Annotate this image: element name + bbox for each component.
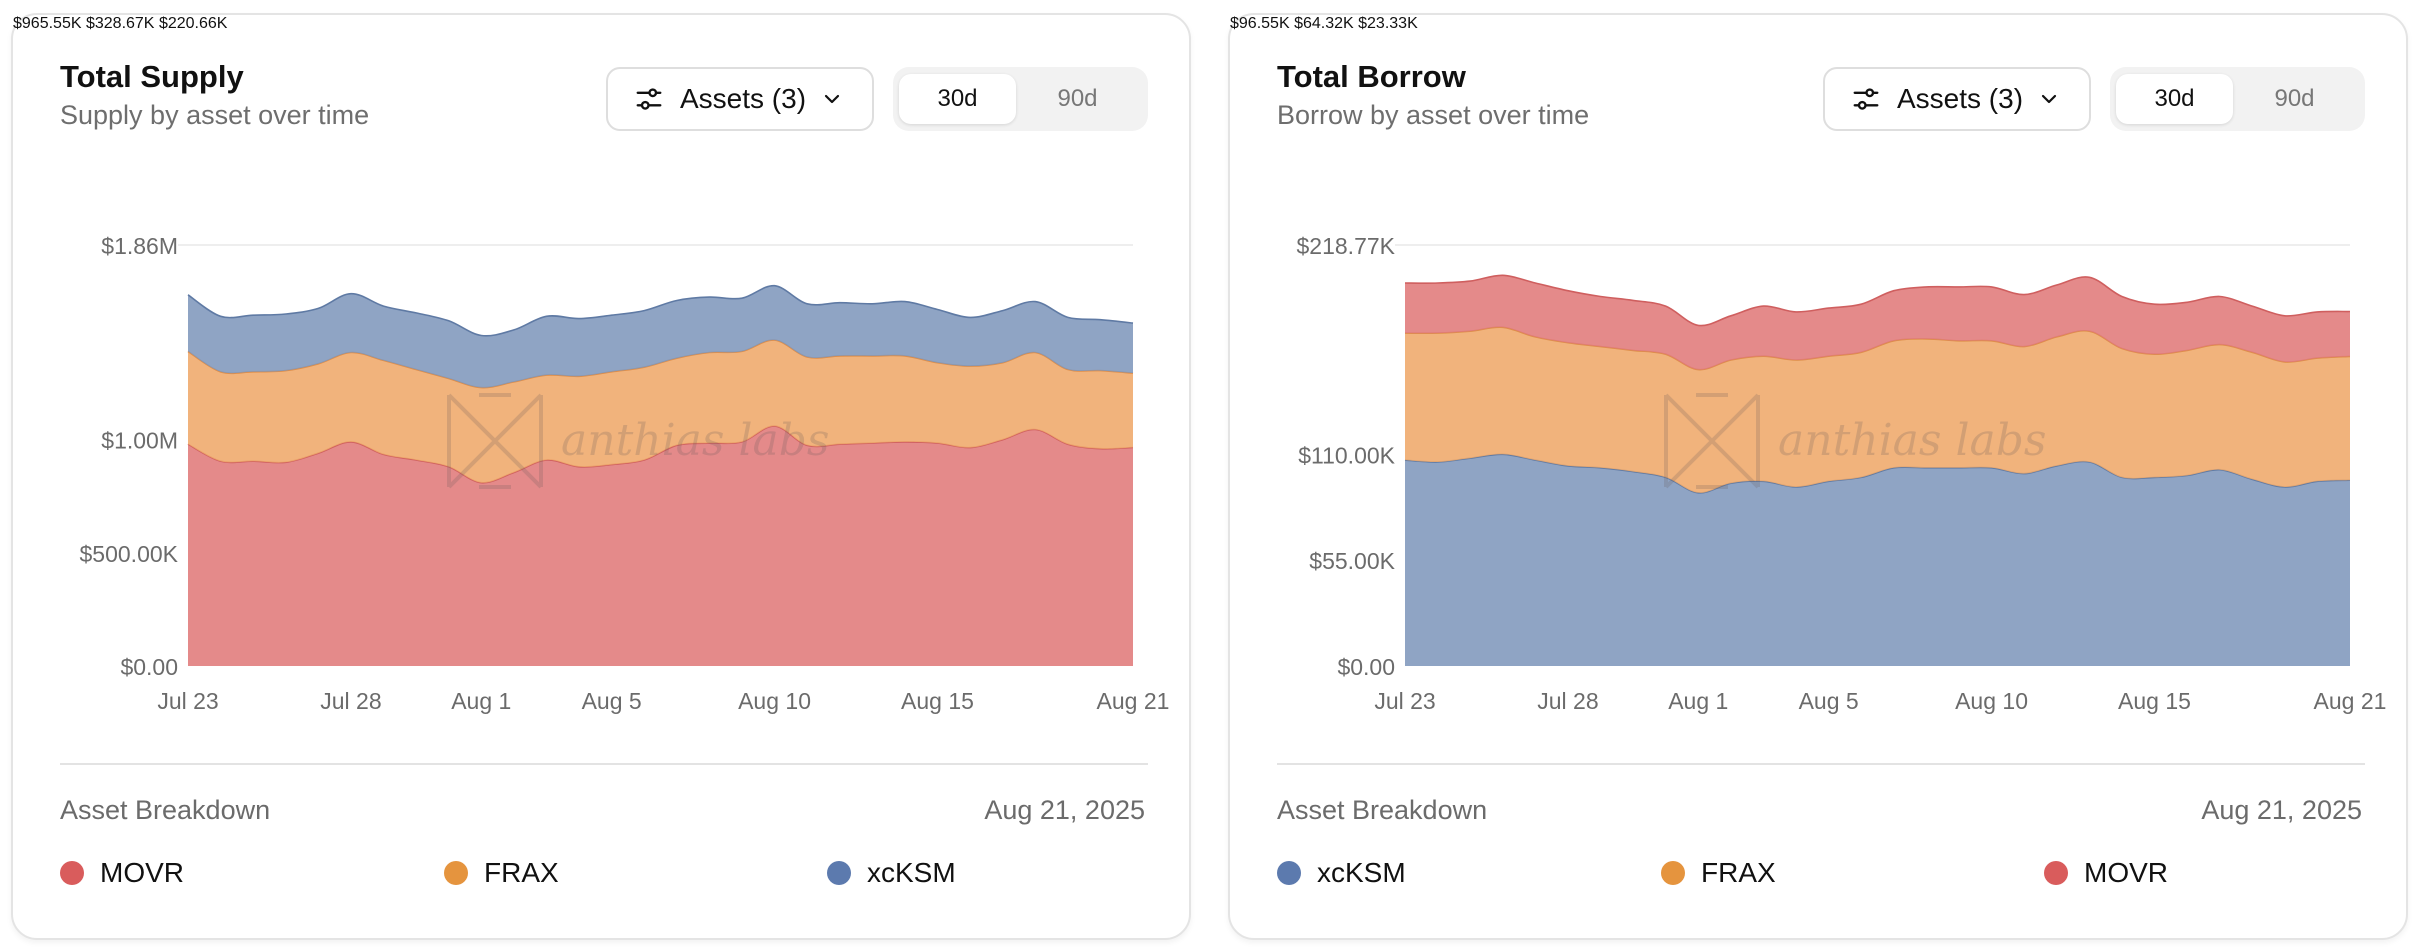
legend-name: xcKSM (1317, 857, 1406, 888)
legend-name: MOVR (2084, 857, 2168, 888)
legend-item: FRAX (1661, 855, 1776, 891)
range-30d-button[interactable]: 30d (899, 74, 1016, 124)
x-tick-label: Aug 21 (2314, 688, 2387, 714)
x-tick-label: Aug 10 (738, 688, 811, 714)
watermark-mark (1664, 393, 1760, 489)
line-xcksm (187, 284, 1134, 337)
legend-name: FRAX (1701, 857, 1776, 888)
x-tick-label: Aug 15 (901, 688, 974, 714)
legend-item: xcKSM (1277, 855, 1406, 891)
anthias-logo (1664, 393, 1760, 489)
divider (60, 763, 1148, 765)
divider (1277, 763, 2365, 765)
legend-value: $96.55K (1230, 15, 1290, 32)
chevron-down-icon (2041, 94, 2057, 104)
assets-filter-button[interactable]: Assets (3) (606, 67, 874, 131)
x-tick-label: Aug 15 (2118, 688, 2191, 714)
x-tick-label: Aug 1 (1668, 688, 1728, 714)
y-tick-label: $0.00 (1337, 654, 1395, 680)
legend-name: FRAX (484, 857, 559, 888)
y-tick-label: $1.00M (101, 428, 178, 454)
y-tick-label: $218.77K (1297, 233, 1396, 259)
sliders-icon (1853, 88, 1879, 110)
time-range-toggle: 30d 90d (2110, 67, 2365, 131)
legend-dot (2044, 861, 2068, 885)
area-movr (1405, 275, 2350, 370)
breakdown-date: Aug 21, 2025 (2201, 795, 2362, 825)
breakdown-title: Asset Breakdown (1277, 795, 1488, 825)
line-movr (1404, 274, 2351, 327)
legend-item: FRAX (444, 855, 559, 891)
total-borrow-card: Total Borrow Borrow by asset over time A… (1228, 13, 2408, 940)
area-frax (1405, 327, 2350, 493)
assets-filter-label: Assets (3) (680, 83, 807, 114)
range-30d-button[interactable]: 30d (2116, 74, 2233, 124)
anthias-logo (447, 393, 543, 489)
legend-dot (827, 861, 851, 885)
legend-value: $965.55K (13, 15, 82, 32)
legend-item: xcKSM (827, 855, 956, 891)
legend-dot (1277, 861, 1301, 885)
watermark-text: anthias labs (561, 415, 830, 466)
supply-area-chart: $0.00 $500.00K $1.00M $1.86M Jul 23 Jul 28 Aug… (80, 233, 1170, 714)
area-xcksm (1405, 454, 2350, 666)
card-subtitle: Supply by asset over time (60, 100, 370, 130)
y-tick-label: $0.00 (120, 654, 178, 680)
y-tick-label: $1.86M (101, 233, 178, 259)
total-supply-card: Total Supply Supply by asset over time A… (11, 13, 1191, 940)
chevron-down-icon (824, 94, 840, 104)
legend-dot (444, 861, 468, 885)
y-tick-label: $500.00K (80, 541, 179, 567)
breakdown-title: Asset Breakdown (60, 795, 271, 825)
legend-value: $328.67K (85, 15, 155, 32)
legend-value: $220.66K (158, 15, 228, 32)
x-tick-label: Jul 28 (1537, 688, 1598, 714)
range-90d-button[interactable]: 90d (1057, 85, 1098, 112)
x-tick-label: Jul 23 (157, 688, 218, 714)
legend-dot (1661, 861, 1685, 885)
borrow-area-chart: $0.00 $55.00K $110.00K $218.77K Jul 23 Jul 28… (1297, 233, 2387, 714)
x-tick-label: Aug 5 (582, 688, 642, 714)
y-tick-label: $55.00K (1309, 548, 1395, 574)
x-tick-label: Aug 5 (1799, 688, 1859, 714)
legend-name: xcKSM (867, 857, 956, 888)
area-frax (188, 340, 1133, 483)
breakdown-date: Aug 21, 2025 (984, 795, 1145, 825)
legend-dot (60, 861, 84, 885)
x-tick-label: Jul 28 (320, 688, 381, 714)
y-tick-label: $110.00K (1298, 442, 1395, 468)
legend-item: MOVR (60, 855, 184, 891)
area-xcksm (188, 285, 1133, 388)
card-title: Total Supply (60, 59, 244, 94)
area-movr (188, 426, 1133, 666)
sliders-icon (636, 88, 662, 110)
assets-filter-label: Assets (3) (1897, 83, 2024, 114)
x-tick-label: Aug 21 (1097, 688, 1170, 714)
time-range-toggle: 30d 90d (893, 67, 1148, 131)
legend-name: MOVR (100, 857, 184, 888)
x-tick-label: Jul 23 (1374, 688, 1435, 714)
card-title: Total Borrow (1277, 59, 1466, 94)
assets-filter-button[interactable]: Assets (3) (1823, 67, 2091, 131)
x-tick-label: Aug 1 (451, 688, 511, 714)
card-subtitle: Borrow by asset over time (1277, 100, 1590, 130)
legend-value: $64.32K (1294, 15, 1354, 32)
watermark-text: anthias labs (1778, 415, 2047, 466)
range-90d-button[interactable]: 90d (2274, 85, 2315, 112)
legend-item: MOVR (2044, 855, 2168, 891)
legend-value: $23.33K (1358, 15, 1418, 32)
watermark-mark (447, 393, 543, 489)
x-tick-label: Aug 10 (1955, 688, 2028, 714)
